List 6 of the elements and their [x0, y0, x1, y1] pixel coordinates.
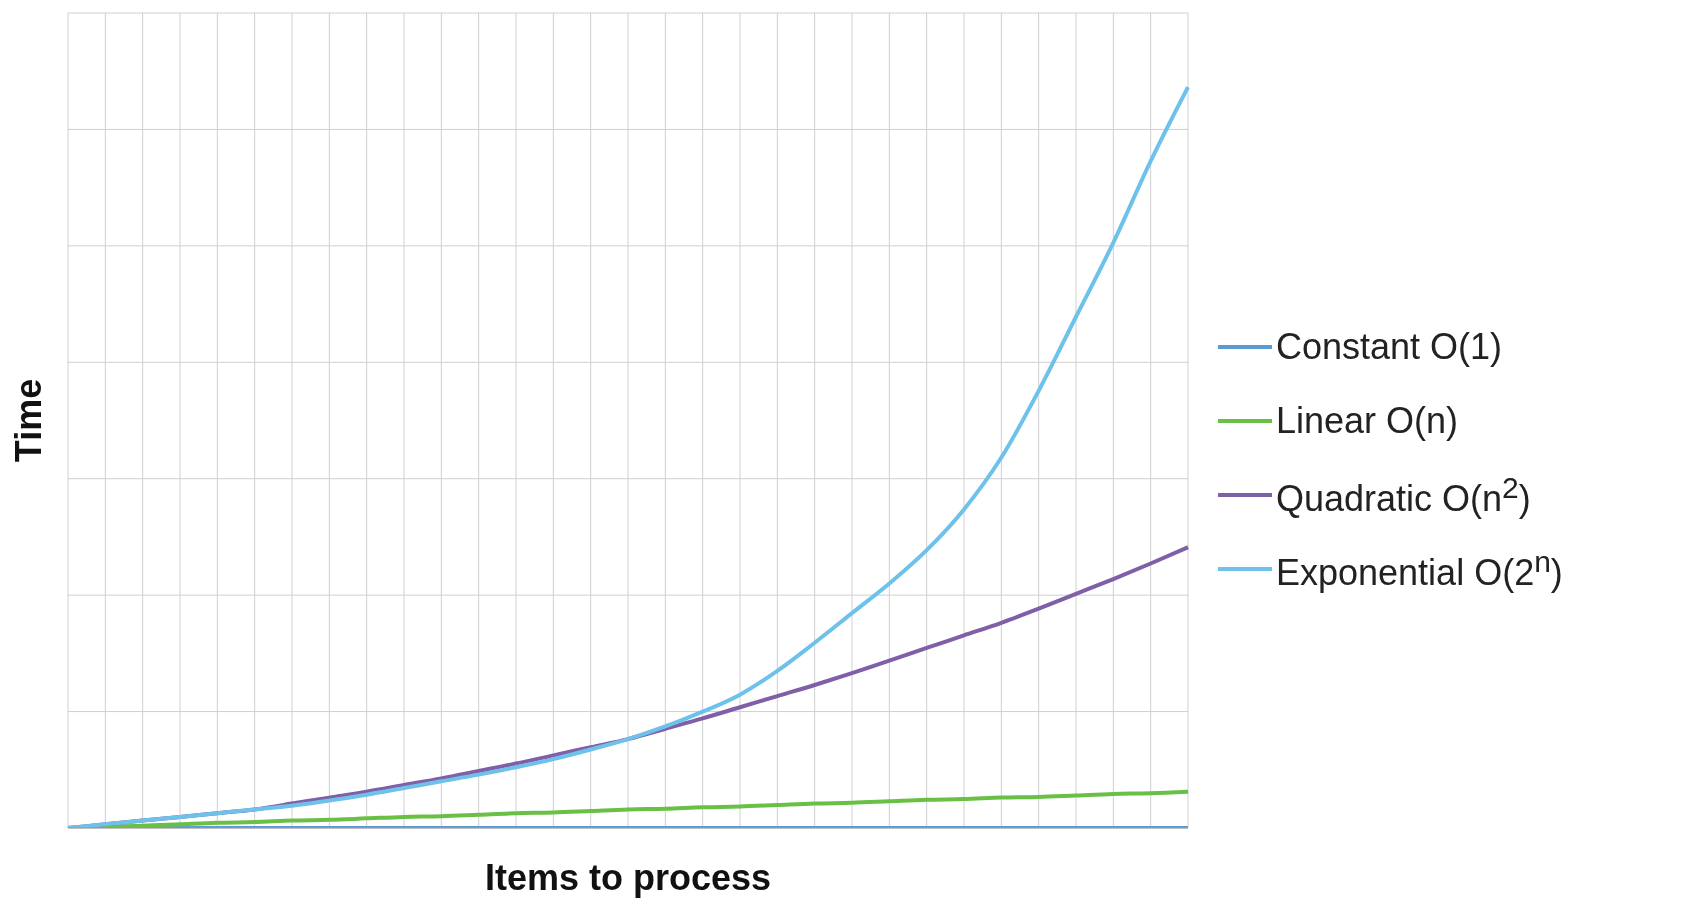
x-axis-title: Items to process [484, 857, 772, 898]
y-axis-title: Time [7, 378, 49, 463]
legend-label: Constant O(1) [1276, 326, 1503, 368]
legend-label: Quadratic O(n$^{2}$) [1276, 470, 1531, 520]
legend-label: Linear O(n) [1276, 400, 1459, 442]
legend-label: Exponential O(2$^{n}$) [1276, 544, 1563, 594]
